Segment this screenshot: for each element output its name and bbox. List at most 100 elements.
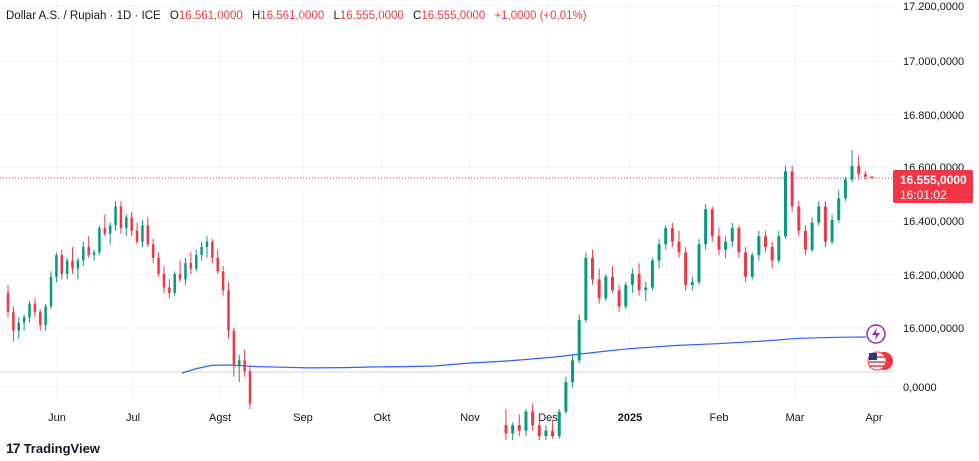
candle	[577, 314, 581, 364]
candle	[823, 201, 827, 247]
candle	[130, 211, 133, 237]
us-flag-icon[interactable]	[867, 351, 893, 371]
candle	[597, 268, 601, 304]
x-tick-label: Sep	[293, 412, 313, 424]
candle	[857, 155, 861, 180]
x-tick-label: Apr	[865, 412, 882, 424]
candle	[92, 249, 96, 261]
tradingview-logo[interactable]: 17 TradingView	[6, 440, 100, 456]
candlestick-series	[6, 149, 874, 440]
candle	[162, 265, 166, 293]
candle	[248, 365, 252, 409]
candle	[6, 284, 10, 318]
candle	[49, 271, 53, 310]
y-tick-label: 16.000,0000	[903, 323, 964, 335]
candle	[524, 409, 528, 436]
candle	[194, 249, 198, 272]
candle	[157, 252, 160, 277]
candle	[173, 271, 176, 296]
tv-logo-icon: 17	[6, 440, 21, 456]
candle	[125, 214, 128, 237]
candle	[232, 328, 236, 377]
close-value: 16.555,0000	[421, 10, 486, 22]
candle	[843, 176, 847, 202]
low-key: L	[333, 10, 340, 22]
candle	[604, 274, 608, 301]
candle	[644, 282, 648, 301]
candle	[764, 230, 768, 253]
candle	[617, 284, 621, 312]
lightning-icon[interactable]	[866, 324, 886, 344]
x-tick-label: Jun	[48, 412, 66, 424]
candle	[44, 303, 47, 331]
candle	[103, 214, 107, 237]
candle	[531, 403, 535, 431]
candle	[141, 220, 144, 247]
candle	[168, 279, 171, 299]
grid-lines	[0, 0, 893, 400]
y-tick-label: 16.800,0000	[903, 110, 964, 122]
symbol-label: Dollar A.S. / Rupiah · 1D · ICE	[6, 10, 161, 22]
candle	[511, 422, 515, 440]
candle	[757, 230, 761, 261]
candle	[108, 222, 112, 245]
candle	[211, 238, 214, 264]
candle	[551, 419, 555, 439]
candle	[817, 201, 821, 226]
high-value: 16.561,0000	[260, 10, 325, 22]
candle	[216, 249, 219, 274]
candle	[87, 236, 90, 258]
candle	[243, 349, 246, 377]
candle	[205, 236, 209, 258]
candle	[624, 282, 628, 310]
x-tick-label: Okt	[373, 412, 390, 424]
candle	[777, 230, 781, 264]
close-key: C	[413, 10, 422, 22]
candle	[28, 301, 31, 323]
price-chart[interactable]: 17.200,000017.000,000016.800,000016.600,…	[0, 0, 979, 440]
brand-name: TradingView	[23, 440, 100, 456]
candle	[60, 249, 64, 280]
candle	[737, 225, 741, 258]
candle	[22, 314, 26, 331]
candle	[750, 252, 754, 280]
candle	[724, 236, 728, 258]
candle	[650, 257, 654, 291]
candle	[151, 238, 155, 264]
candle	[119, 201, 123, 234]
candle	[504, 409, 508, 440]
candle	[850, 149, 854, 183]
candle	[690, 276, 694, 291]
y-tick-label: 16.200,0000	[903, 270, 964, 282]
candle	[76, 257, 80, 280]
candle	[730, 222, 734, 247]
candle	[797, 201, 801, 237]
candle	[717, 228, 721, 256]
candle	[227, 282, 230, 339]
x-tick-label: Agst	[209, 412, 231, 424]
candle	[803, 225, 807, 256]
last-price-value: 16.555,0000	[900, 173, 967, 187]
candle	[837, 190, 841, 223]
candle	[17, 317, 21, 339]
candle	[537, 414, 541, 440]
candle	[114, 201, 117, 231]
candle	[670, 222, 674, 247]
candle	[637, 263, 641, 296]
candle	[790, 166, 794, 212]
candle	[184, 257, 187, 285]
candle	[39, 309, 42, 331]
open-key: O	[169, 10, 179, 22]
candle	[221, 265, 225, 296]
y-tick-label: 17.200,0000	[903, 1, 964, 13]
last-price-tag[interactable]: 16.555,0000 16:01:02	[893, 170, 973, 203]
candle	[704, 203, 708, 250]
high-key: H	[251, 10, 261, 22]
x-tick-label: Feb	[710, 412, 729, 424]
candle	[98, 225, 101, 256]
candle	[571, 355, 575, 388]
candle	[200, 241, 203, 261]
y-tick-label: 17.000,0000	[903, 56, 964, 68]
candle	[517, 414, 521, 436]
candle	[237, 355, 241, 382]
